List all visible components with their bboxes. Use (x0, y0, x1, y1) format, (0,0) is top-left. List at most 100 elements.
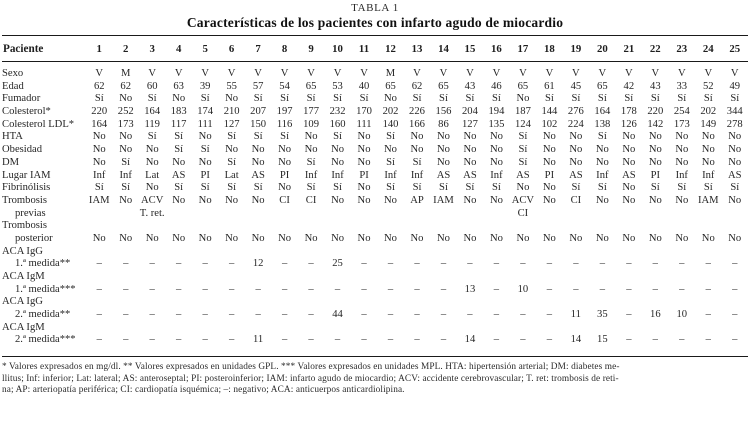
cell: – (467, 309, 473, 321)
cell: No (225, 93, 239, 105)
cell: No (728, 156, 742, 168)
table-row: ACA IgM (2, 322, 748, 335)
cell: No (489, 194, 503, 206)
cell: T. ret. (139, 207, 165, 219)
cell: No (542, 194, 556, 206)
footnote-line: na; AP: arteriopatía periférica; CI: car… (2, 385, 405, 396)
cell: Inf (331, 169, 344, 181)
cell: V (254, 68, 262, 79)
patient-number: 15 (464, 43, 476, 55)
cell: Sí (703, 93, 713, 105)
row-label: Trombosis (2, 220, 47, 232)
cell: 177 (303, 106, 320, 118)
cell: – (334, 334, 341, 346)
cell: No (410, 131, 424, 143)
cell: No (225, 232, 239, 244)
cell: 149 (700, 118, 717, 130)
cell: – (599, 258, 605, 270)
cell: – (520, 334, 526, 346)
cell: No (489, 131, 503, 143)
cell: 53 (332, 80, 343, 92)
row-label: Sexo (2, 68, 24, 79)
cell: Sí (518, 144, 528, 156)
cell: 14 (570, 334, 582, 346)
cell: AP (410, 194, 424, 206)
cell: 173 (117, 118, 134, 130)
cell: Sí (306, 156, 316, 168)
cell: ACV (141, 194, 164, 206)
cell: No (198, 131, 212, 143)
cell: – (440, 309, 447, 321)
cell: 35 (597, 309, 608, 321)
cell: CI (279, 194, 290, 206)
cell: 14 (464, 334, 476, 346)
cell: Sí (253, 182, 263, 194)
cell: – (414, 309, 420, 321)
cell: – (573, 283, 579, 295)
cell: Inf (304, 169, 318, 181)
table-row: previas T. ret. CI (2, 208, 748, 221)
cell: Sí (174, 131, 184, 143)
cell: IAM (697, 194, 719, 206)
row-label: Fumador (2, 93, 41, 105)
cell: Sí (439, 93, 448, 105)
patient-number: 11 (358, 43, 370, 55)
table-row: ACA IgG (2, 296, 748, 309)
cell: – (308, 283, 314, 295)
cell: Sí (200, 93, 210, 105)
cell: 204 (462, 106, 478, 118)
cell: 46 (491, 80, 502, 92)
cell: 65 (597, 80, 608, 92)
cell: No (595, 194, 609, 206)
cell: 138 (594, 118, 611, 130)
cell: No (622, 194, 636, 206)
cell: No (331, 156, 345, 168)
cell: Sí (386, 182, 395, 194)
cell: 62 (411, 80, 423, 92)
cell: Sí (227, 131, 237, 143)
cell: CI (305, 194, 317, 206)
cell: AS (516, 169, 530, 181)
cell: – (440, 334, 447, 346)
footnote-line: llitus; Inf: inferior; Lat: lateral; AS:… (2, 373, 619, 384)
cell: 226 (409, 106, 425, 118)
cell: 119 (144, 118, 160, 130)
cell: No (225, 144, 239, 156)
cell: – (493, 309, 500, 321)
cell: – (705, 283, 711, 295)
cell: No (251, 232, 265, 244)
cell: 344 (726, 106, 743, 118)
cell: No (728, 194, 742, 206)
cell: No (331, 232, 345, 244)
cell: 40 (358, 80, 370, 92)
footnote-line: * Valores expresados en mg/dl. ** Valore… (2, 362, 620, 373)
cell: Sí (333, 182, 342, 194)
cell: – (679, 283, 685, 295)
table-row: HTA No No Sí Sí No Sí Sí Sí No Sí No Sí No No No No Sí No N… (2, 131, 748, 144)
cell: – (202, 334, 208, 346)
cell: No (675, 144, 689, 156)
cell: Sí (253, 93, 263, 105)
cell: V (677, 68, 686, 79)
cell: 43 (464, 80, 476, 92)
cell: 187 (514, 106, 531, 118)
cell: Sí (703, 182, 713, 194)
cell: – (308, 309, 314, 321)
cell: No (622, 144, 636, 156)
cell: Sí (280, 131, 290, 143)
table-row: ACA IgM (2, 271, 748, 284)
cell: – (123, 283, 129, 295)
cell: No (145, 144, 159, 156)
cell: Sí (412, 156, 422, 168)
cell: – (176, 309, 182, 321)
cell: 111 (356, 118, 372, 130)
cell: 173 (673, 118, 690, 130)
cell: Sí (544, 93, 554, 105)
cell: V (572, 68, 580, 79)
cell: – (705, 258, 711, 270)
patient-number: 10 (332, 43, 343, 55)
cell: Sí (227, 182, 237, 194)
cell: 164 (144, 106, 161, 118)
cell: No (384, 194, 397, 206)
cell: – (573, 258, 579, 270)
